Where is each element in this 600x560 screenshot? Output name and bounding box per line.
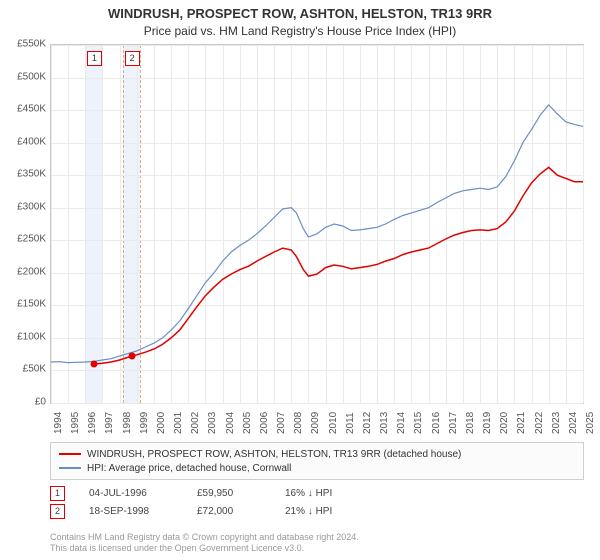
x-axis-tick-label: 2003 [207, 412, 218, 434]
x-axis-tick-label: 2008 [293, 412, 304, 434]
sale-date: 04-JUL-1996 [73, 488, 189, 499]
x-axis-tick-label: 2021 [516, 412, 527, 434]
x-axis-tick-label: 2016 [431, 412, 442, 434]
legend-swatch [59, 453, 81, 455]
x-axis-tick-label: 1998 [122, 412, 133, 434]
sale-marker-icon: 1 [50, 486, 65, 501]
sale-point-dot [90, 360, 97, 367]
x-axis-tick-label: 2025 [585, 412, 596, 434]
x-axis-tick-label: 2002 [190, 412, 201, 434]
legend-item: WINDRUSH, PROSPECT ROW, ASHTON, HELSTON,… [59, 447, 575, 461]
y-axis-tick-label: £350K [2, 169, 46, 180]
x-axis-tick-label: 1997 [104, 412, 115, 434]
x-axis-tick-label: 1994 [53, 412, 64, 434]
sale-marker-on-chart: 1 [87, 51, 102, 66]
y-axis-tick-label: £100K [2, 331, 46, 342]
x-axis-tick-label: 2014 [396, 412, 407, 434]
y-axis-tick-label: £200K [2, 266, 46, 277]
y-axis-tick-label: £550K [2, 39, 46, 50]
x-axis-tick-label: 2020 [499, 412, 510, 434]
x-axis-tick-label: 2015 [413, 412, 424, 434]
y-axis-tick-label: £450K [2, 104, 46, 115]
sales-table: 1 04-JUL-1996 £59,950 16% ↓ HPI 2 18-SEP… [50, 484, 584, 520]
chart-container: WINDRUSH, PROSPECT ROW, ASHTON, HELSTON,… [0, 0, 600, 560]
y-axis-tick-label: £250K [2, 234, 46, 245]
x-axis-tick-label: 2019 [482, 412, 493, 434]
x-axis-tick-label: 2004 [225, 412, 236, 434]
series-property [94, 167, 583, 364]
y-axis-tick-label: £0 [2, 397, 46, 408]
x-axis-tick-label: 2024 [568, 412, 579, 434]
x-axis-tick-label: 2010 [328, 412, 339, 434]
sale-delta-vs-hpi: 21% ↓ HPI [285, 506, 385, 517]
sale-marker-icon: 2 [50, 504, 65, 519]
sale-delta-vs-hpi: 16% ↓ HPI [285, 488, 385, 499]
x-axis-tick-label: 2000 [156, 412, 167, 434]
plot-area: 12 [50, 44, 584, 404]
attribution-footer: Contains HM Land Registry data © Crown c… [50, 532, 584, 554]
legend-item: HPI: Average price, detached house, Corn… [59, 461, 575, 475]
x-axis-tick-label: 1996 [87, 412, 98, 434]
y-axis-tick-label: £50K [2, 364, 46, 375]
sale-row: 1 04-JUL-1996 £59,950 16% ↓ HPI [50, 484, 584, 502]
sale-marker-on-chart: 2 [125, 51, 140, 66]
x-axis-tick-label: 1995 [70, 412, 81, 434]
x-axis-tick-label: 2018 [465, 412, 476, 434]
y-axis-tick-label: £150K [2, 299, 46, 310]
x-axis-tick-label: 1999 [139, 412, 150, 434]
sale-row: 2 18-SEP-1998 £72,000 21% ↓ HPI [50, 502, 584, 520]
sale-date: 18-SEP-1998 [73, 506, 189, 517]
x-axis-tick-label: 2001 [173, 412, 184, 434]
chart-title-address: WINDRUSH, PROSPECT ROW, ASHTON, HELSTON,… [0, 6, 600, 21]
x-axis-tick-label: 2023 [551, 412, 562, 434]
sale-price: £72,000 [197, 506, 277, 517]
legend-swatch [59, 467, 81, 469]
x-axis-tick-label: 2022 [534, 412, 545, 434]
x-axis-tick-label: 2017 [448, 412, 459, 434]
x-axis-tick-label: 2007 [276, 412, 287, 434]
series-hpi [51, 105, 583, 363]
sale-point-dot [128, 353, 135, 360]
footer-line: This data is licensed under the Open Gov… [50, 543, 584, 554]
sale-price: £59,950 [197, 488, 277, 499]
x-axis-tick-label: 2011 [345, 412, 356, 434]
x-axis-tick-label: 2005 [242, 412, 253, 434]
x-axis-tick-label: 2012 [362, 412, 373, 434]
y-axis-tick-label: £500K [2, 71, 46, 82]
x-axis-tick-label: 2009 [310, 412, 321, 434]
line-chart-svg [51, 45, 583, 403]
x-axis-tick-label: 2013 [379, 412, 390, 434]
legend: WINDRUSH, PROSPECT ROW, ASHTON, HELSTON,… [50, 442, 584, 480]
x-axis-tick-label: 2006 [259, 412, 270, 434]
footer-line: Contains HM Land Registry data © Crown c… [50, 532, 584, 543]
legend-label: WINDRUSH, PROSPECT ROW, ASHTON, HELSTON,… [87, 449, 461, 460]
y-axis-tick-label: £400K [2, 136, 46, 147]
y-axis-tick-label: £300K [2, 201, 46, 212]
chart-subtitle: Price paid vs. HM Land Registry's House … [0, 24, 600, 38]
legend-label: HPI: Average price, detached house, Corn… [87, 463, 291, 474]
